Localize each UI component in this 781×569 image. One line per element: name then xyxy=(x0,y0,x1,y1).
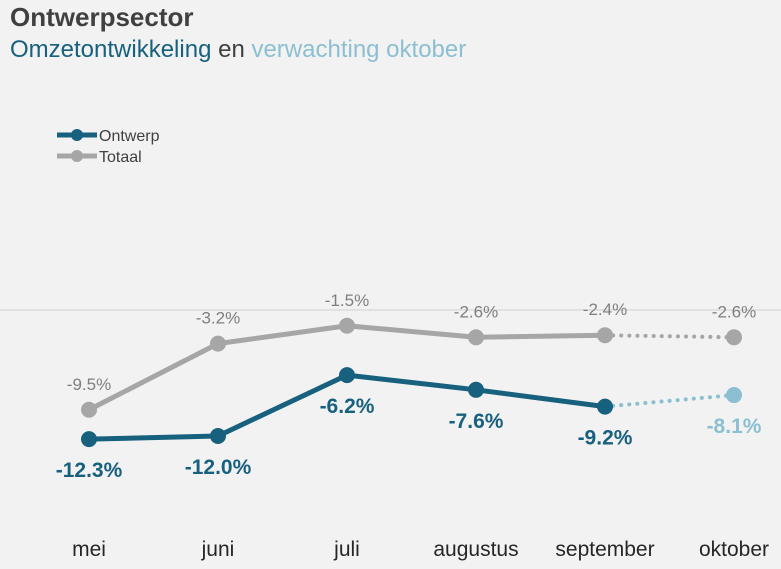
forecast-segment xyxy=(603,333,736,340)
chart-title: Ontwerpsector xyxy=(10,2,194,32)
chart-subtitle: Omzetontwikkeling en verwachting oktober xyxy=(10,36,466,64)
data-label: -2.6% xyxy=(454,302,498,321)
data-point xyxy=(468,381,484,398)
subtitle-part-3: verwachting oktober xyxy=(251,36,467,63)
legend-marker-ontwerp xyxy=(71,129,83,141)
legend-marker-totaal xyxy=(71,150,83,162)
subtitle-part-1: Omzetontwikkeling xyxy=(10,36,212,63)
data-label: -3.2% xyxy=(196,309,240,328)
data-label: -9.5% xyxy=(67,375,111,394)
x-tick-label: augustus xyxy=(433,538,518,561)
series-segment xyxy=(215,323,350,347)
data-label: -1.5% xyxy=(325,291,369,310)
data-label: -12.0% xyxy=(185,456,252,479)
data-label: -6.2% xyxy=(320,395,375,418)
data-point xyxy=(726,387,742,404)
series-segment xyxy=(215,372,350,439)
series-segment xyxy=(473,332,608,340)
data-label: -7.6% xyxy=(449,410,504,433)
data-label: -2.6% xyxy=(712,302,756,321)
series-segment xyxy=(344,372,479,393)
series-segment xyxy=(344,323,479,340)
data-point xyxy=(81,431,97,448)
forecast-segment xyxy=(603,393,736,409)
x-tick-label: juli xyxy=(333,538,360,561)
series-segment xyxy=(86,433,221,442)
x-tick-label: oktober xyxy=(699,538,769,561)
subtitle-part-2: en xyxy=(211,36,252,63)
data-point xyxy=(339,367,355,384)
data-point xyxy=(597,398,613,415)
x-tick-label: juni xyxy=(201,538,235,561)
legend-label-totaal: Totaal xyxy=(99,149,142,166)
data-label: -8.1% xyxy=(707,415,762,438)
x-tick-label: september xyxy=(555,538,654,561)
data-point xyxy=(468,329,484,346)
legend-label-ontwerp: Ontwerp xyxy=(99,128,160,145)
data-label: -9.2% xyxy=(578,427,633,450)
data-point xyxy=(339,317,355,334)
series-segment xyxy=(473,387,608,410)
data-label: -12.3% xyxy=(56,459,123,482)
series-segment xyxy=(86,341,221,413)
data-point xyxy=(81,401,97,418)
data-label: -2.4% xyxy=(583,300,627,319)
data-point xyxy=(210,335,226,352)
data-point xyxy=(210,428,226,444)
data-point xyxy=(597,327,613,344)
x-tick-label: mei xyxy=(72,538,106,561)
data-point xyxy=(726,329,742,346)
